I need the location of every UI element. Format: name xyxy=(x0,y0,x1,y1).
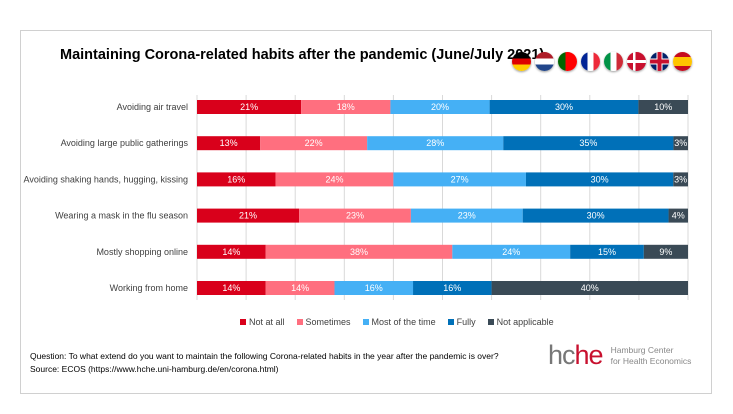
legend-swatch xyxy=(240,319,246,325)
legend-swatch xyxy=(487,319,494,325)
data-label: 22% xyxy=(305,138,323,148)
data-label: 14% xyxy=(222,247,240,257)
bar-segment xyxy=(522,208,669,223)
data-label: 4% xyxy=(672,211,685,221)
data-label: 3% xyxy=(674,138,687,148)
bar-segment xyxy=(638,100,688,114)
bar-segment xyxy=(265,281,335,295)
data-label: 23% xyxy=(458,211,476,221)
data-label: 16% xyxy=(227,174,245,184)
bar-segment xyxy=(668,208,688,223)
bar-segment xyxy=(489,100,639,114)
data-label: 20% xyxy=(431,102,449,112)
data-label: 10% xyxy=(654,102,672,112)
data-label: 16% xyxy=(443,283,461,293)
portugal-flag-icon xyxy=(558,52,577,71)
legend: Not at all Sometimes Most of the time Fully… xyxy=(240,317,554,327)
question-text: Question: To what extend do you want to … xyxy=(30,351,499,361)
bar-segment xyxy=(525,172,674,187)
bar-segment xyxy=(570,244,644,259)
bar-segment xyxy=(197,100,302,114)
bar-segment xyxy=(197,136,261,151)
data-label: 40% xyxy=(581,283,599,293)
data-label: 28% xyxy=(426,138,444,148)
legend-label: Fully xyxy=(456,317,476,327)
bar-segment xyxy=(393,172,526,187)
bar-segment xyxy=(673,136,688,151)
data-label: 15% xyxy=(598,247,616,257)
data-label: 24% xyxy=(502,247,520,257)
legend-item: Sometimes xyxy=(296,317,351,327)
bar-segment xyxy=(265,244,453,259)
legend-item: Most of the time xyxy=(362,317,436,327)
category-label: Working from home xyxy=(110,283,188,293)
legend-label: Sometimes xyxy=(305,317,351,327)
chart-note: Question: To what extend do you want to … xyxy=(30,350,499,376)
data-label: 38% xyxy=(350,247,368,257)
legend-label: Not at all xyxy=(249,317,285,327)
bar-segment xyxy=(275,172,394,187)
data-label: 35% xyxy=(579,138,597,148)
italy-flag-icon xyxy=(604,52,623,71)
bar-segment xyxy=(334,281,414,295)
netherlands-flag-icon xyxy=(535,52,554,71)
bar-segment xyxy=(673,172,688,187)
legend-swatch xyxy=(296,319,303,325)
legend-swatch xyxy=(447,319,454,325)
bar-segment xyxy=(413,281,492,295)
germany-flag-icon xyxy=(512,52,531,71)
chart-frame xyxy=(20,30,712,394)
chart-title: Maintaining Corona-related habits after … xyxy=(60,47,545,63)
uk-flag-icon xyxy=(650,52,669,71)
bar-segment xyxy=(197,172,276,187)
legend-swatch xyxy=(362,319,369,325)
bar-segment xyxy=(301,100,391,114)
bar-segment xyxy=(197,208,300,223)
bar-segment xyxy=(260,136,368,151)
data-label: 13% xyxy=(220,138,238,148)
data-label: 9% xyxy=(659,247,672,257)
bar-segment xyxy=(491,281,688,295)
bar-segment xyxy=(299,208,411,223)
data-label: 21% xyxy=(240,102,258,112)
hche-logo: hche Hamburg Center for Health Economics xyxy=(548,340,692,370)
data-label: 30% xyxy=(555,102,573,112)
data-label: 27% xyxy=(451,174,469,184)
category-label: Wearing a mask in the flu season xyxy=(55,211,188,221)
data-label: 3% xyxy=(674,174,687,184)
bar-segment xyxy=(197,281,266,295)
bar-segment xyxy=(390,100,490,114)
denmark-flag-icon xyxy=(627,52,646,71)
data-label: 24% xyxy=(325,174,343,184)
data-label: 21% xyxy=(239,211,257,221)
france-flag-icon xyxy=(581,52,600,71)
source-text: Source: ECOS (https://www.hche.uni-hambu… xyxy=(30,364,279,374)
data-label: 30% xyxy=(587,211,605,221)
data-label: 23% xyxy=(346,211,364,221)
country-flags xyxy=(512,52,692,71)
category-label: Avoiding air travel xyxy=(117,102,188,112)
spain-flag-icon xyxy=(673,52,692,71)
data-label: 30% xyxy=(591,174,609,184)
bar-segment xyxy=(197,244,266,259)
bar-segment xyxy=(367,136,504,151)
bar-segment xyxy=(452,244,571,259)
category-label: Mostly shopping online xyxy=(96,247,188,257)
bar-segment xyxy=(410,208,523,223)
legend-item: Not at all xyxy=(240,317,285,327)
legend-label: Most of the time xyxy=(371,317,436,327)
legend-item: Not applicable xyxy=(487,317,554,327)
data-label: 18% xyxy=(337,102,355,112)
legend-label: Not applicable xyxy=(496,317,554,327)
category-label: Avoiding shaking hands, hugging, kissing xyxy=(24,174,188,184)
bar-segment xyxy=(503,136,674,151)
bar-segment xyxy=(643,244,688,259)
data-label: 14% xyxy=(291,283,309,293)
legend-item: Fully xyxy=(447,317,476,327)
data-label: 16% xyxy=(365,283,383,293)
data-label: 14% xyxy=(222,283,240,293)
category-label: Avoiding large public gatherings xyxy=(61,138,189,148)
